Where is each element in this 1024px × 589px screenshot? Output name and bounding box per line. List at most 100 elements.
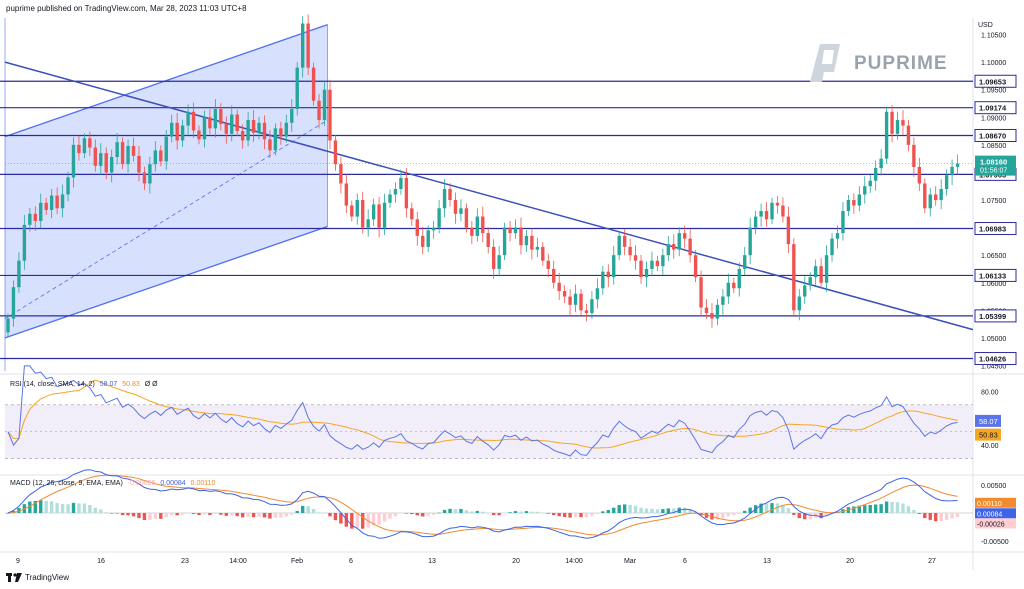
candle-body: [126, 145, 130, 165]
candle-body: [612, 255, 616, 278]
countdown-label: 01:56:07: [980, 168, 1007, 175]
macd-histogram-bar: [137, 513, 141, 519]
candle-body: [726, 282, 731, 297]
candle-body: [17, 260, 21, 288]
candle-body: [775, 202, 780, 206]
candle-body: [191, 111, 196, 131]
tradingview-logo[interactable]: TradingView: [6, 573, 69, 582]
macd-value: 0.00084: [160, 480, 186, 487]
rsi-label: RSI (14, close, SMA, 14, 2): [10, 381, 95, 388]
macd-histogram-bar: [895, 502, 900, 513]
candle-body: [153, 150, 158, 165]
candle-body: [382, 202, 387, 228]
candle-body: [939, 188, 943, 201]
candle-body: [693, 255, 698, 278]
price-tick-label: 1.07500: [981, 198, 1006, 205]
macd-histogram-bar: [573, 513, 578, 517]
macd-histogram-bar: [251, 513, 256, 518]
price-tick-label: 1.10500: [981, 33, 1006, 40]
macd-histogram-bar: [781, 504, 785, 513]
rsi-line: [7, 365, 958, 457]
macd-value-tag: [975, 518, 1016, 529]
macd-signal-value: 0.00110: [190, 480, 216, 487]
candle-body: [175, 122, 179, 141]
candle-body: [863, 186, 867, 195]
level-tag-label: 1.05399: [979, 312, 1006, 321]
candle-body: [431, 227, 436, 231]
candle-body: [950, 166, 954, 176]
macd-histogram-bar: [502, 513, 507, 514]
candle-body: [470, 227, 474, 236]
time-tick-label: 6: [349, 558, 353, 565]
macd-histogram-bar: [759, 503, 763, 513]
macd-histogram-bar: [333, 513, 338, 521]
candle-body: [170, 122, 174, 137]
candle-body: [355, 200, 359, 217]
candle-body: [852, 200, 856, 206]
macd-histogram-bar: [284, 513, 289, 517]
macd-histogram-bar: [109, 513, 114, 514]
macd-histogram-bar: [66, 504, 70, 513]
candle-body: [290, 109, 294, 123]
candle-body: [928, 194, 932, 209]
candle-body: [459, 208, 463, 214]
candle-body: [770, 202, 774, 220]
macd-histogram-bar: [142, 513, 147, 521]
publish-header: puprime published on TradingView.com, Ma…: [6, 4, 247, 13]
candle-body: [797, 296, 801, 311]
candle-body: [197, 130, 201, 140]
macd-histogram-bar: [153, 513, 158, 519]
candle-body: [519, 227, 523, 246]
candle-body: [639, 260, 643, 278]
candle-body: [71, 144, 76, 178]
current-price-tag: [975, 155, 1016, 176]
candle-body: [661, 255, 665, 267]
time-tick-label: 20: [846, 558, 854, 565]
candle-body: [573, 293, 578, 305]
candle-body: [841, 211, 845, 234]
time-tick-label: 27: [928, 558, 936, 565]
macd-histogram-bar: [202, 513, 207, 515]
macd-histogram-bar: [808, 513, 812, 520]
macd-histogram-bar: [306, 506, 310, 513]
macd-histogram-bar: [917, 513, 922, 514]
candle-body: [873, 168, 878, 181]
candle-body: [781, 205, 785, 217]
candle-body: [311, 67, 316, 101]
candle-body: [721, 296, 725, 305]
candle-body: [923, 183, 927, 209]
macd-value-tag-label: -0.00026: [977, 521, 1005, 528]
candle-body: [732, 282, 736, 289]
candle-body: [339, 164, 343, 184]
candle-body: [399, 177, 403, 189]
candle-body: [322, 89, 327, 121]
candle-body: [628, 246, 632, 256]
macd-histogram-bar: [442, 509, 447, 513]
candle-body: [633, 255, 638, 261]
candle-body: [535, 246, 540, 250]
level-tag-label: 1.04626: [979, 355, 1006, 364]
candle-body: [759, 211, 763, 217]
candle-body: [824, 255, 829, 283]
candle-body: [857, 194, 862, 206]
candle-body: [579, 293, 583, 311]
macd-histogram-bar: [628, 504, 632, 513]
price-pane: [0, 14, 1024, 570]
candle-body: [137, 155, 141, 173]
macd-histogram-bar: [404, 513, 409, 514]
candle-body: [273, 128, 278, 151]
macd-histogram-bar: [115, 513, 119, 514]
macd-histogram-bar: [639, 507, 643, 513]
macd-histogram-bar: [906, 506, 911, 513]
macd-histogram-bar: [726, 513, 731, 517]
macd-histogram-bar: [590, 513, 594, 516]
candle-body: [99, 153, 103, 166]
macd-histogram-bar: [617, 505, 621, 513]
candle-body: [66, 177, 70, 195]
macd-histogram-bar: [950, 513, 954, 519]
macd-histogram-bar: [824, 513, 829, 517]
macd-value-tag: [975, 497, 1016, 508]
candle-body: [655, 260, 660, 267]
candle-body: [300, 23, 305, 68]
